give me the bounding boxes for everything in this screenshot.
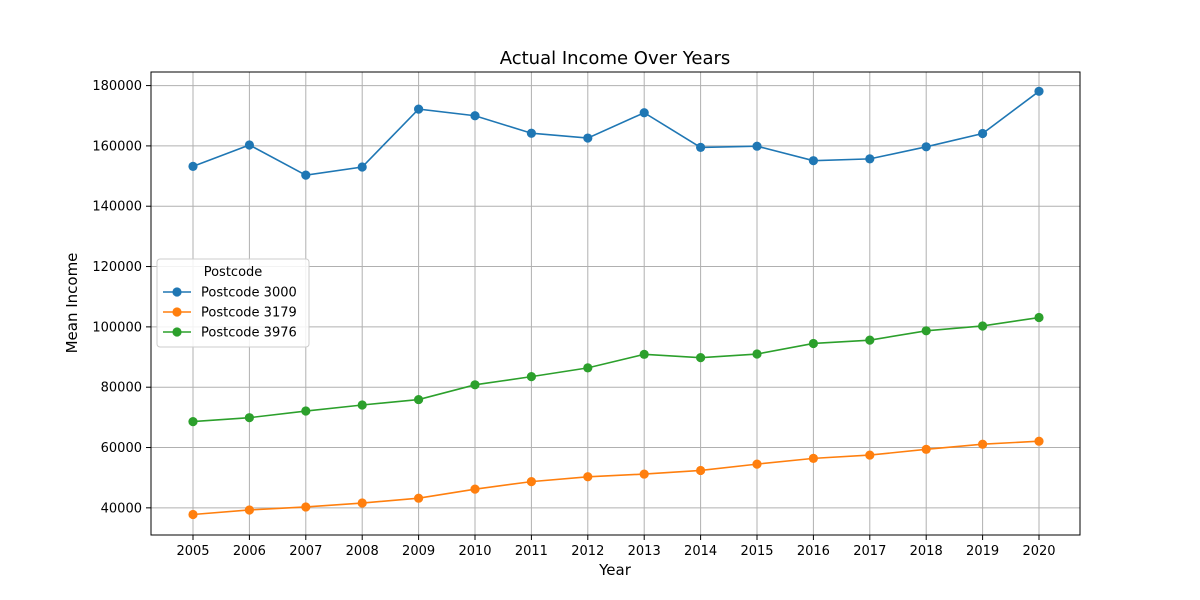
data-point: [244, 505, 254, 515]
series-line: [192, 440, 1040, 516]
series-1: [188, 436, 1044, 520]
legend-swatch-marker: [172, 327, 182, 337]
y-tick-label: 80000: [101, 381, 142, 396]
legend-entry-label: Postcode 3976: [201, 326, 297, 341]
data-point: [470, 380, 480, 390]
data-point: [696, 465, 706, 476]
series-2: [188, 312, 1044, 427]
data-point: [188, 509, 198, 520]
data-point: [414, 493, 424, 503]
data-point: [357, 162, 367, 172]
x-tick-label: 2008: [346, 544, 379, 559]
data-point: [1034, 86, 1044, 96]
data-point: [301, 406, 311, 416]
x-tick-label: 2013: [628, 544, 661, 559]
x-tick-label: 2019: [966, 544, 999, 559]
data-point: [244, 140, 254, 150]
data-point: [978, 321, 988, 331]
data-point: [865, 154, 875, 164]
legend-swatch-marker: [172, 287, 182, 297]
x-tick-label: 2010: [458, 544, 491, 559]
data-point: [357, 498, 367, 508]
data-point: [696, 353, 706, 363]
y-tick-label: 120000: [92, 260, 142, 275]
x-tick-label: 2012: [571, 544, 604, 559]
data-point: [583, 133, 593, 143]
data-point: [1034, 312, 1044, 323]
data-point: [1034, 436, 1044, 446]
data-point: [865, 450, 875, 460]
data-point: [188, 416, 198, 427]
data-point: [639, 469, 649, 479]
x-tick-label: 2017: [853, 544, 886, 559]
legend-entry-label: Postcode 3000: [201, 286, 297, 301]
data-point: [526, 372, 537, 382]
data-point: [301, 170, 311, 180]
data-point: [526, 477, 537, 487]
x-tick-label: 2009: [402, 544, 435, 559]
series-line: [192, 90, 1040, 176]
data-point: [865, 335, 875, 345]
data-point: [583, 472, 593, 482]
y-axis: 40000 60000 80000 100000 120000 140000 160000 1…: [92, 79, 151, 516]
x-tick-label: 2007: [289, 544, 322, 559]
y-tick-label: 140000: [92, 200, 142, 215]
y-tick-label: 40000: [101, 501, 142, 516]
series-line: [192, 316, 1040, 423]
data-point: [526, 128, 537, 138]
series-layer: [188, 86, 1044, 520]
x-axis: 2005 2006 2007 2008 2009 2010 2011 2012 2013 2014…: [176, 535, 1056, 559]
x-tick-label: 2014: [684, 544, 717, 559]
legend-swatch-marker: [172, 307, 182, 317]
data-point: [978, 128, 988, 139]
series-0: [188, 86, 1044, 180]
data-point: [470, 111, 480, 121]
data-point: [639, 349, 649, 359]
plot-frame: [150, 71, 1081, 536]
data-point: [808, 338, 819, 349]
data-point: [921, 444, 931, 454]
legend-entry-label: Postcode 3179: [201, 306, 297, 321]
data-point: [188, 161, 198, 172]
y-tick-label: 100000: [92, 320, 142, 335]
data-point: [808, 156, 819, 166]
x-tick-label: 2005: [176, 544, 209, 559]
data-point: [696, 142, 706, 153]
y-tick-label: 180000: [92, 79, 142, 94]
data-point: [808, 453, 819, 463]
data-point: [414, 104, 424, 114]
data-point: [752, 141, 762, 151]
x-tick-label: 2020: [1022, 544, 1055, 559]
data-point: [752, 349, 762, 359]
y-axis-label: Mean Income: [63, 253, 81, 354]
data-point: [921, 142, 931, 152]
legend-box: [156, 258, 310, 348]
x-axis-label: Year: [598, 561, 632, 579]
data-point: [583, 363, 593, 373]
x-tick-label: 2016: [797, 544, 830, 559]
data-point: [357, 400, 367, 410]
y-tick-label: 60000: [101, 441, 142, 456]
legend: Postcode Postcode 3000 Postcode 3179 Postco…: [156, 258, 310, 348]
data-point: [978, 439, 988, 449]
x-tick-label: 2015: [740, 544, 773, 559]
y-tick-label: 160000: [92, 139, 142, 154]
x-tick-label: 2018: [910, 544, 943, 559]
data-point: [470, 484, 480, 494]
data-point: [244, 413, 254, 423]
x-tick-label: 2006: [233, 544, 266, 559]
data-point: [639, 108, 649, 118]
legend-title: Postcode: [204, 265, 263, 280]
data-point: [921, 326, 931, 336]
x-tick-label: 2011: [515, 544, 548, 559]
data-point: [752, 459, 762, 469]
chart-title: Actual Income Over Years: [500, 48, 731, 69]
data-point: [301, 502, 311, 512]
data-point: [414, 394, 424, 405]
